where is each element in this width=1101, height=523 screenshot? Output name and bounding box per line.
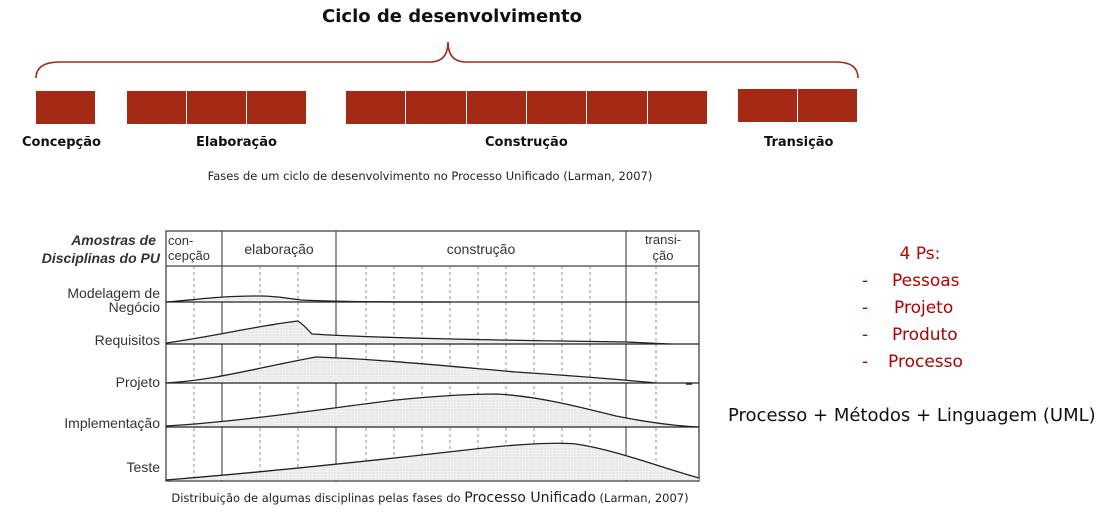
phase-header-transicao-1: transi- <box>645 232 681 247</box>
caption-bottom-emph: Processo Unificado <box>464 490 596 506</box>
curve-projeto <box>165 356 699 385</box>
discipline-label-requisitos: Requisitos <box>95 332 160 348</box>
iteration-block <box>36 91 95 124</box>
ps-item-pessoas: Pessoas <box>892 271 960 291</box>
ps-bullet: - <box>862 271 869 291</box>
iteration-block <box>406 91 466 124</box>
caption-bottom: Distribuição de algumas disciplinas pela… <box>0 490 860 506</box>
phase-label-elaboracao: Elaboração <box>196 135 277 150</box>
formula-text: Processo + Métodos + Linguagem (UML) <box>728 405 1096 426</box>
phase-header-elaboracao: elaboração <box>244 241 313 257</box>
phase-label-concepcao: Concepção <box>22 135 101 150</box>
ps-item-processo: Processo <box>888 352 963 372</box>
caption-top: Fases de um ciclo de desenvolvimento no … <box>207 169 653 183</box>
iteration-block <box>346 91 405 124</box>
discipline-label-modelagem-1: Modelagem de <box>67 285 160 301</box>
disciplines-diagram: Amostras de Disciplinas do PU con- cepçã… <box>42 230 700 482</box>
header-label-line2: Disciplinas do PU <box>42 250 161 266</box>
discipline-label-teste: Teste <box>127 459 161 475</box>
discipline-label-projeto: Projeto <box>116 374 161 390</box>
phase-header-transicao-2: ção <box>653 248 674 263</box>
iteration-block <box>247 91 306 124</box>
ps-item-projeto: Projeto <box>894 298 954 318</box>
ps-heading: 4 Ps: <box>899 244 941 264</box>
phase-header-concepcao-1: con- <box>168 233 193 248</box>
phase-label-construcao: Construção <box>485 135 568 150</box>
caption-bottom-pre: Distribuição de algumas disciplinas pela… <box>171 491 465 505</box>
iteration-block <box>527 91 586 124</box>
iteration-block <box>467 91 526 124</box>
ps-bullet: - <box>862 298 869 318</box>
curve-modelagem <box>165 295 699 303</box>
phase-label-transicao: Transição <box>764 135 834 150</box>
curve-requisitos <box>165 320 699 345</box>
header-label-line1: Amostras de <box>70 232 156 248</box>
iteration-block <box>648 91 707 124</box>
ps-item-produto: Produto <box>892 325 958 345</box>
iteration-block <box>738 89 797 122</box>
curve-teste <box>165 442 700 481</box>
ps-bullet: - <box>862 352 869 372</box>
iteration-block <box>127 91 186 124</box>
cycle-title: Ciclo de desenvolvimento <box>322 6 582 27</box>
ps-bullet: - <box>862 325 869 345</box>
curve-implementacao <box>165 393 700 428</box>
discipline-label-modelagem-2: Negócio <box>109 299 161 315</box>
cycle-brace <box>35 41 859 79</box>
discipline-label-implementacao: Implementação <box>64 415 160 431</box>
iteration-block <box>798 89 857 122</box>
phase-header-construcao: construção <box>447 241 516 257</box>
iteration-block <box>587 91 647 124</box>
phase-header-concepcao-2: cepção <box>168 248 210 263</box>
iteration-block <box>187 91 246 124</box>
caption-bottom-post: (Larman, 2007) <box>595 491 689 505</box>
